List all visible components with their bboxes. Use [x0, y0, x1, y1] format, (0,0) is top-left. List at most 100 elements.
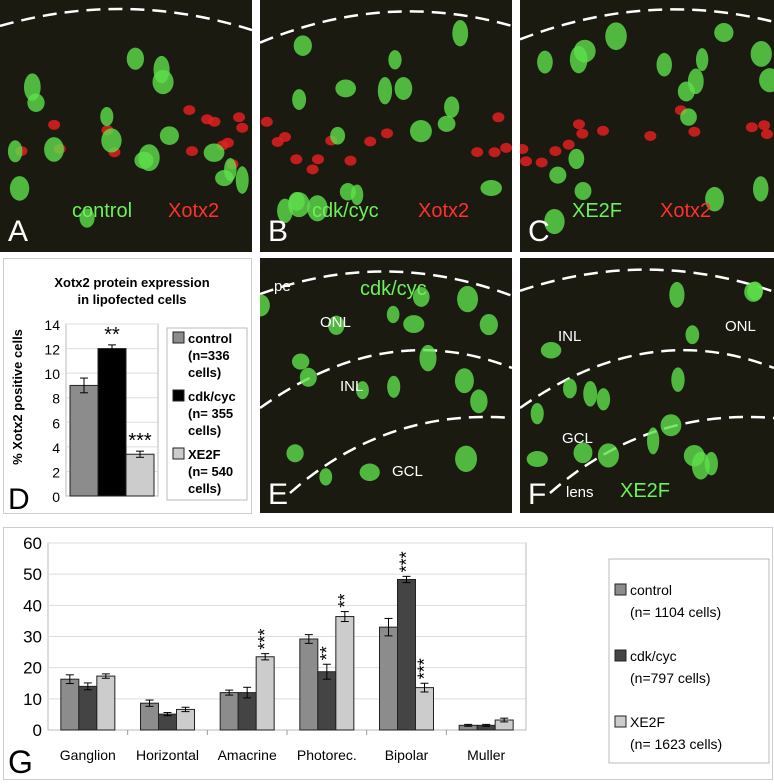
dashed-boundary-line [260, 270, 512, 297]
panel-d-chart: Xotx2 protein expression in lipofected ce… [3, 258, 252, 516]
green-cell [44, 137, 64, 162]
red-nucleus [688, 126, 701, 137]
green-cell [203, 143, 225, 162]
red-nucleus [236, 122, 249, 133]
y-tick-label: 14 [44, 317, 60, 333]
green-cell [695, 48, 709, 72]
green-cell [660, 414, 682, 437]
red-nucleus [644, 130, 657, 141]
green-cell [656, 52, 672, 77]
legend-swatch [614, 649, 627, 662]
y-tick-label: 20 [23, 659, 42, 678]
panel-f-micrograph: XE2F INL ONL GCL lens F [520, 258, 774, 513]
y-tick-label: 10 [44, 366, 60, 382]
bar [255, 656, 275, 731]
green-cell [753, 176, 769, 202]
green-cell [388, 50, 402, 70]
y-tick-label: 60 [23, 534, 42, 553]
panel-letter: F [528, 478, 547, 511]
panel-c-micrograph: XE2F Xotx2 C [520, 0, 774, 252]
legend-box [166, 327, 248, 501]
significance-mark: *** [128, 430, 152, 452]
significance-mark: ** [317, 646, 337, 660]
panel-title: XE2F [620, 480, 671, 502]
green-cell [7, 140, 23, 163]
category-label: Amacrine [218, 747, 277, 763]
red-nucleus [758, 120, 771, 131]
panel-title: cdk/cyc [360, 278, 427, 300]
bar [397, 578, 416, 731]
bar [335, 616, 355, 731]
layer-label-lens: lens [566, 484, 594, 501]
green-cell [759, 68, 774, 93]
green-cell [335, 79, 357, 98]
y-tick-label: 2 [52, 464, 60, 480]
green-cell [138, 144, 160, 172]
green-cell [563, 378, 577, 399]
legend-label: cdk/cyc [630, 648, 677, 664]
green-cell [574, 181, 592, 201]
significance-mark: *** [397, 551, 417, 572]
legend-swatch [172, 389, 185, 402]
green-cell [437, 115, 456, 132]
green-cell [671, 367, 685, 392]
green-cell [159, 126, 179, 145]
green-cell [291, 353, 310, 370]
micrograph-cells [520, 8, 774, 235]
green-cell [568, 148, 585, 170]
red-nucleus [381, 128, 394, 139]
panel-letter: C [528, 215, 550, 248]
category-label: Horizontal [136, 747, 199, 763]
xotx2-bar-chart: Xotx2 protein expression in lipofected ce… [8, 275, 248, 516]
legend-label: cells) [188, 423, 221, 438]
legend-label: (n= 355 [188, 406, 233, 421]
red-nucleus [344, 155, 357, 166]
panel-letter: A [8, 215, 29, 248]
y-tick-label: 8 [52, 391, 60, 407]
y-tick-label: 0 [33, 721, 42, 740]
y-tick-label: 10 [23, 690, 42, 709]
green-cell [530, 402, 544, 425]
red-nucleus [488, 147, 501, 158]
green-cell [685, 325, 700, 345]
red-nucleus [183, 105, 196, 116]
legend-label: cdk/cyc [188, 389, 236, 404]
layer-label-gcl: GCL [392, 463, 423, 480]
green-cell [394, 77, 413, 101]
bar [219, 692, 239, 731]
y-tick-label: 12 [44, 342, 60, 358]
red-nucleus [271, 136, 284, 147]
red-nucleus [221, 137, 234, 148]
bar [125, 453, 155, 497]
panel-g-chart: 0 10 20 30 40 50 60 Ganglion Horizontal *** Amacri… [3, 527, 773, 780]
red-nucleus [576, 128, 589, 139]
y-tick-label: 6 [52, 415, 60, 431]
significance-mark: *** [255, 629, 275, 650]
category-label: Ganglion [60, 747, 116, 763]
micrograph-cells [260, 10, 512, 223]
red-nucleus [306, 164, 319, 175]
green-cell [583, 380, 598, 407]
red-nucleus [364, 136, 377, 147]
green-cell [299, 367, 317, 387]
bar [97, 348, 127, 497]
green-cell [235, 166, 249, 194]
green-cell [454, 368, 474, 394]
green-cell [288, 192, 310, 218]
red-nucleus [572, 119, 585, 130]
green-cell [27, 93, 45, 112]
green-cell [403, 315, 425, 334]
green-cell [705, 186, 724, 212]
red-nucleus [520, 156, 533, 167]
green-cell [260, 294, 270, 317]
green-cell [549, 166, 567, 184]
green-cell [409, 119, 432, 143]
category-label: Photorec. [297, 747, 357, 763]
green-cell [356, 381, 369, 400]
green-cell [377, 76, 393, 105]
cell-type-bar-chart: 0 10 20 30 40 50 60 Ganglion Horizontal *** Amacri… [8, 534, 770, 780]
green-cell [339, 183, 356, 201]
legend-swatch [172, 447, 185, 460]
green-cell [419, 344, 437, 372]
red-nucleus [745, 122, 758, 133]
